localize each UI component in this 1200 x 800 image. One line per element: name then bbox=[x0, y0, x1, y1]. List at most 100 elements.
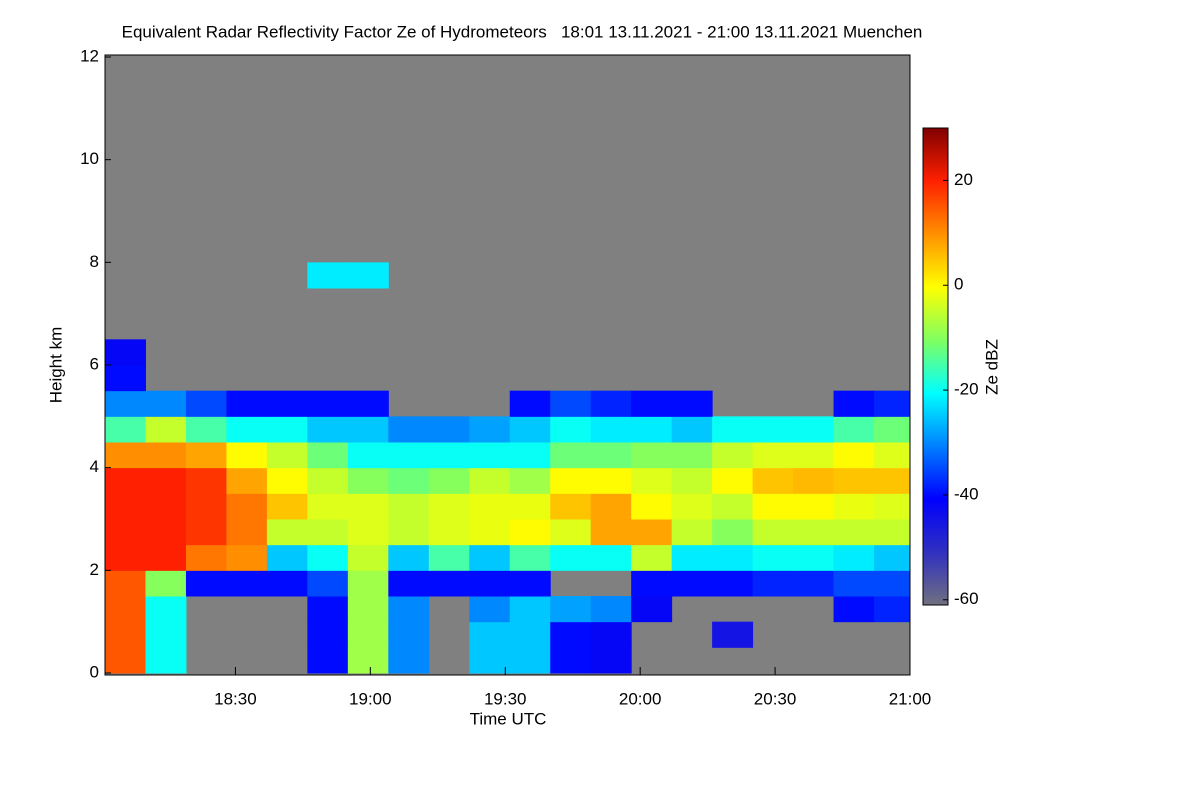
heatmap-cell bbox=[307, 467, 349, 494]
heatmap-cell bbox=[226, 519, 268, 546]
heatmap-cell bbox=[712, 467, 754, 494]
heatmap-cell bbox=[793, 467, 835, 494]
heatmap-cell bbox=[145, 390, 187, 417]
heatmap-cell bbox=[388, 647, 430, 674]
heatmap-cell bbox=[428, 442, 470, 469]
heatmap-cell bbox=[185, 442, 227, 469]
x-axis-label: Time UTC bbox=[470, 709, 547, 728]
heatmap-cell bbox=[347, 390, 389, 417]
heatmap-cell bbox=[185, 570, 227, 597]
heatmap-cell bbox=[509, 493, 551, 520]
heatmap-cell bbox=[590, 596, 632, 623]
heatmap-cell bbox=[266, 390, 308, 417]
heatmap-cell bbox=[550, 442, 592, 469]
heatmap-cell bbox=[509, 621, 551, 648]
heatmap-cell bbox=[105, 416, 146, 443]
heatmap-cell bbox=[874, 493, 910, 520]
heatmap-cell bbox=[752, 442, 794, 469]
heatmap-cell bbox=[145, 647, 187, 674]
heatmap-cell bbox=[469, 442, 511, 469]
chart-title: Equivalent Radar Reflectivity Factor Ze … bbox=[122, 22, 923, 41]
heatmap-cell bbox=[266, 467, 308, 494]
heatmap-cell bbox=[145, 416, 187, 443]
colorbar-tick-label: -60 bbox=[954, 589, 979, 608]
heatmap-cell bbox=[469, 647, 511, 674]
heatmap-cell bbox=[388, 519, 430, 546]
heatmap-cell bbox=[388, 621, 430, 648]
heatmap-cell bbox=[631, 442, 673, 469]
heatmap-cell bbox=[671, 493, 713, 520]
heatmap-cell bbox=[469, 493, 511, 520]
heatmap-cell bbox=[671, 570, 713, 597]
heatmap-cell bbox=[469, 596, 511, 623]
heatmap-cell bbox=[226, 416, 268, 443]
heatmap-cell bbox=[590, 467, 632, 494]
heatmap-cell bbox=[833, 467, 875, 494]
heatmap-cell bbox=[590, 442, 632, 469]
heatmap-cell bbox=[550, 416, 592, 443]
y-tick-label: 8 bbox=[90, 252, 99, 271]
heatmap-cell bbox=[266, 442, 308, 469]
colorbar-label: Ze dBZ bbox=[982, 339, 1001, 395]
heatmap-cell bbox=[509, 544, 551, 571]
heatmap-cell bbox=[833, 570, 875, 597]
heatmap-cell bbox=[347, 596, 389, 623]
heatmap-cell bbox=[833, 544, 875, 571]
heatmap-cell bbox=[550, 519, 592, 546]
heatmap-cell bbox=[469, 467, 511, 494]
heatmap-cell bbox=[631, 596, 673, 623]
heatmap-cell bbox=[793, 570, 835, 597]
heatmap-cell bbox=[469, 416, 511, 443]
heatmap-cell bbox=[509, 596, 551, 623]
heatmap-cell bbox=[469, 570, 511, 597]
heatmap-cell bbox=[509, 442, 551, 469]
heatmap-cell bbox=[590, 416, 632, 443]
heatmap-cell bbox=[671, 416, 713, 443]
heatmap-cell bbox=[307, 544, 349, 571]
heatmap-cell bbox=[833, 390, 875, 417]
heatmap-cell bbox=[590, 519, 632, 546]
heatmap-cell bbox=[590, 493, 632, 520]
x-tick-label: 20:00 bbox=[619, 689, 662, 708]
y-tick-label: 10 bbox=[80, 149, 99, 168]
heatmap-cell bbox=[185, 493, 227, 520]
heatmap-cell bbox=[226, 544, 268, 571]
heatmap-cell bbox=[631, 467, 673, 494]
heatmap-cell bbox=[388, 442, 430, 469]
heatmap-cell bbox=[347, 570, 389, 597]
heatmap-cell bbox=[631, 570, 673, 597]
heatmap-cell bbox=[347, 493, 389, 520]
heatmap-cell bbox=[307, 262, 349, 289]
heatmap-cell bbox=[509, 390, 551, 417]
heatmap-cell bbox=[793, 519, 835, 546]
heatmap-cell bbox=[428, 544, 470, 571]
heatmap-cell bbox=[428, 519, 470, 546]
heatmap-cell bbox=[752, 416, 794, 443]
heatmap-cell bbox=[550, 621, 592, 648]
x-tick-label: 19:30 bbox=[484, 689, 527, 708]
heatmap-cell bbox=[874, 596, 910, 623]
x-tick-label: 21:00 bbox=[889, 689, 932, 708]
heatmap-cell bbox=[145, 467, 187, 494]
heatmap-cell bbox=[712, 493, 754, 520]
heatmap-cell bbox=[105, 519, 146, 546]
heatmap-cell bbox=[550, 596, 592, 623]
heatmap-cell bbox=[793, 544, 835, 571]
heatmap-cell bbox=[631, 544, 673, 571]
heatmap-cell bbox=[266, 519, 308, 546]
heatmap-cell bbox=[185, 390, 227, 417]
heatmap-cell bbox=[105, 442, 146, 469]
heatmap-cell bbox=[105, 621, 146, 648]
heatmap-cell bbox=[671, 544, 713, 571]
heatmap-cell bbox=[347, 621, 389, 648]
colorbar-tick-label: -20 bbox=[954, 380, 979, 399]
heatmap-cell bbox=[388, 544, 430, 571]
heatmap-cell bbox=[590, 544, 632, 571]
heatmap-cell bbox=[105, 493, 146, 520]
heatmap-cell bbox=[226, 390, 268, 417]
heatmap-cell bbox=[550, 647, 592, 674]
heatmap-cell bbox=[874, 519, 910, 546]
heatmap-cell bbox=[712, 621, 754, 648]
y-tick-label: 12 bbox=[80, 46, 99, 65]
